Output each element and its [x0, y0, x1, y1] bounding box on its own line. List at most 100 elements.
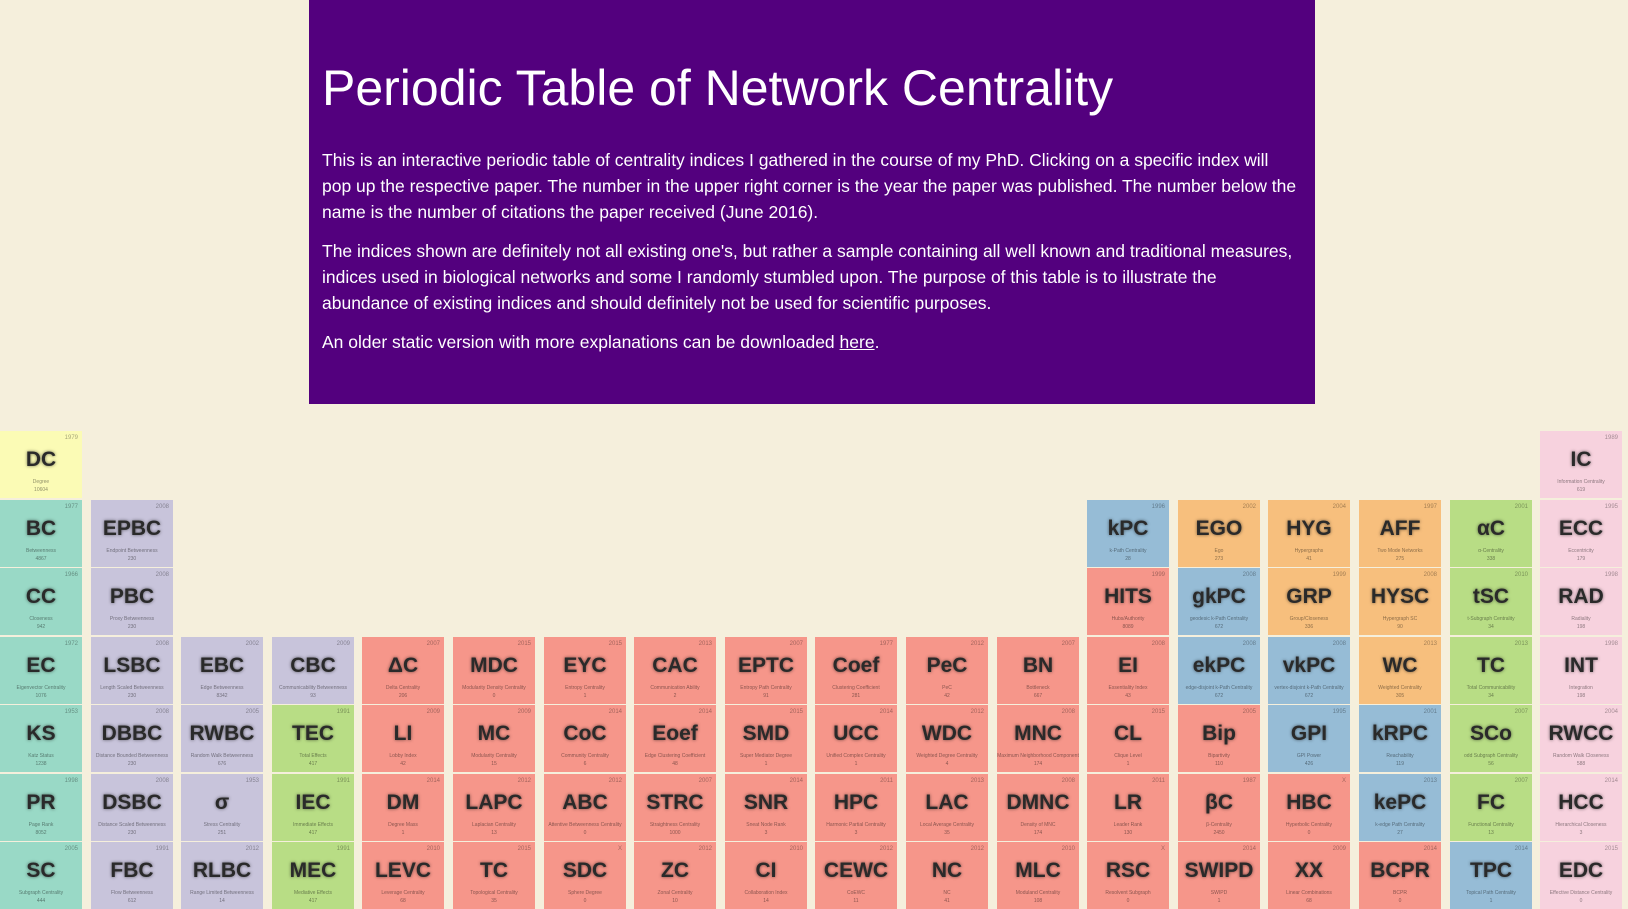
element-tile[interactable]: 2010 LEVC Leverage Centrality 68: [362, 842, 444, 909]
element-tile[interactable]: 2007 STRC Straightness Centrality 1000: [634, 774, 716, 841]
element-tile[interactable]: X RSC Resolvent Subgraph 0: [1087, 842, 1169, 909]
element-tile[interactable]: 1996 kPC k-Path Centrality 28: [1087, 500, 1169, 567]
element-tile[interactable]: 2015 EDC Effective Distance Centrality 0: [1540, 842, 1622, 909]
element-tile[interactable]: 2012 CEWC CoEWC 11: [815, 842, 897, 909]
element-tile[interactable]: 2008 ekPC edge-disjoint k-Path Centrality 6…: [1178, 637, 1260, 704]
element-tile[interactable]: 2007 ΔC Delta Centrality 206: [362, 637, 444, 704]
element-tile[interactable]: 2015 TC Topological Centrality 35: [453, 842, 535, 909]
element-tile[interactable]: 2011 LR Leader Rank 130: [1087, 774, 1169, 841]
element-tile[interactable]: 2014 SWIPD SWIPD 1: [1178, 842, 1260, 909]
element-tile[interactable]: 1998 INT Integration 198: [1540, 637, 1622, 704]
element-tile[interactable]: 2008 PBC Proxy Betweenness 230: [91, 568, 173, 635]
element-tile[interactable]: 2014 CoC Community Centrality 6: [544, 705, 626, 772]
element-tile[interactable]: 2013 LAC Local Average Centrality 35: [906, 774, 988, 841]
element-tile[interactable]: 1987 βC β-Centrality 2450: [1178, 774, 1260, 841]
element-tile[interactable]: 1999 GRP Group/Closeness 336: [1268, 568, 1350, 635]
element-tile[interactable]: 1991 IEC Immediate Effects 417: [272, 774, 354, 841]
element-tile[interactable]: 1989 IC Information Centrality 619: [1540, 431, 1622, 498]
element-tile[interactable]: 2009 CBC Communicability Betweenness 93: [272, 637, 354, 704]
element-tile[interactable]: 2012 ZC Zonal Centrality 10: [634, 842, 716, 909]
element-tile[interactable]: 2008 MNC Maximum Neighborhood Component 174: [997, 705, 1079, 772]
element-tile[interactable]: X HBC Hyperbolic Centrality 0: [1268, 774, 1350, 841]
element-citations: 3: [854, 830, 858, 836]
element-tile[interactable]: 1998 RAD Radiality 198: [1540, 568, 1622, 635]
element-tile[interactable]: 2014 UCC Unified Complex Centrality 1: [815, 705, 897, 772]
element-tile[interactable]: 2008 HYSC Hypergraph SC 90: [1359, 568, 1441, 635]
element-tile[interactable]: 1991 FBC Flow Betweenness 612: [91, 842, 173, 909]
element-tile[interactable]: 2008 EPBC Endpoint Betweenness 230: [91, 500, 173, 567]
element-tile[interactable]: 2008 DSBC Distance Scaled Betweenness 230: [91, 774, 173, 841]
element-tile[interactable]: 2007 SCo odd Subgraph Centrality 56: [1450, 705, 1532, 772]
element-tile[interactable]: 2004 RWCC Random Walk Closeness 588: [1540, 705, 1622, 772]
element-year: 2002: [1242, 504, 1256, 510]
element-tile[interactable]: 1972 EC Eigenvector Centrality 1076: [0, 637, 82, 704]
element-tile[interactable]: 2015 CL Clique Level 1: [1087, 705, 1169, 772]
element-tile[interactable]: 2002 EGO Ego 273: [1178, 500, 1260, 567]
element-tile[interactable]: 2011 HPC Harmonic Partial Centrality 3: [815, 774, 897, 841]
element-tile[interactable]: 1977 Coef Clustering Coefficient 281: [815, 637, 897, 704]
element-tile[interactable]: 2014 HCC Hierarchical Closeness 3: [1540, 774, 1622, 841]
element-tile[interactable]: 2008 DMNC Density of MNC 174: [997, 774, 1079, 841]
element-tile[interactable]: 2013 WC Weighted Centrality 305: [1359, 637, 1441, 704]
element-tile[interactable]: 2013 CAC Communication Ability 2: [634, 637, 716, 704]
element-tile[interactable]: 1977 BC Betweenness 4867: [0, 500, 82, 567]
element-tile[interactable]: 1991 TEC Total Effects 417: [272, 705, 354, 772]
element-tile[interactable]: 2004 HYG Hypergraphs 41: [1268, 500, 1350, 567]
element-tile[interactable]: 2013 kePC k-edge Path Centrality 27: [1359, 774, 1441, 841]
element-tile[interactable]: 2009 XX Linear Combinations 68: [1268, 842, 1350, 909]
element-citations: 10604: [34, 487, 48, 493]
element-tile[interactable]: 2008 vkPC vertex-disjoint k-Path Centralit…: [1268, 637, 1350, 704]
element-tile[interactable]: 2007 BN Bottleneck 667: [997, 637, 1079, 704]
element-tile[interactable]: 2014 DM Degree Mass 1: [362, 774, 444, 841]
element-tile[interactable]: 1953 KS Katz Status 1238: [0, 705, 82, 772]
element-tile[interactable]: 2012 LAPC Laplacian Centrality 13: [453, 774, 535, 841]
element-tile[interactable]: 2013 TC Total Communicability 34: [1450, 637, 1532, 704]
element-tile[interactable]: 2008 LSBC Length Scaled Betweenness 230: [91, 637, 173, 704]
element-tile[interactable]: 2009 MC Modularity Centrality 15: [453, 705, 535, 772]
element-tile[interactable]: 2005 RWBC Random Walk Betweenness 676: [181, 705, 263, 772]
element-tile[interactable]: 2001 kRPC Reachability 119: [1359, 705, 1441, 772]
element-tile[interactable]: 2008 gkPC geodesic k-Path Centrality 672: [1178, 568, 1260, 635]
element-tile[interactable]: 2001 αC α-Centrality 338: [1450, 500, 1532, 567]
element-tile[interactable]: 2012 ABC Attentive Betweenness Centrality 0: [544, 774, 626, 841]
element-name: Weighted Centrality: [1378, 685, 1422, 691]
element-tile[interactable]: 1995 ECC Eccentricity 179: [1540, 500, 1622, 567]
element-tile[interactable]: 1979 DC Degree 10604: [0, 431, 82, 498]
element-tile[interactable]: 1953 σ Stress Centrality 251: [181, 774, 263, 841]
element-tile[interactable]: 2012 NC NC 41: [906, 842, 988, 909]
element-tile[interactable]: 1991 MEC Mediative Effects 417: [272, 842, 354, 909]
element-tile[interactable]: 2015 SMD Super Mediator Degree 1: [725, 705, 807, 772]
element-tile[interactable]: 1997 AFF Two Mode Networks 275: [1359, 500, 1441, 567]
element-tile[interactable]: 2014 TPC Topical Path Centrality 1: [1450, 842, 1532, 909]
element-tile[interactable]: 2012 RLBC Range Limited Betweenness 14: [181, 842, 263, 909]
element-year: 2013: [970, 778, 984, 784]
element-tile[interactable]: 2007 EPTC Entropy Path Centrality 91: [725, 637, 807, 704]
element-tile[interactable]: 1966 CC Closeness 942: [0, 568, 82, 635]
element-tile[interactable]: 2010 MLC Moduland Centrality 108: [997, 842, 1079, 909]
element-tile[interactable]: 2005 SC Subgraph Centrality 444: [0, 842, 82, 909]
element-tile[interactable]: 2010 tSC t-Subgraph Centrality 34: [1450, 568, 1532, 635]
download-link[interactable]: here: [839, 332, 875, 352]
element-tile[interactable]: 2012 PeC PeC 42: [906, 637, 988, 704]
element-tile[interactable]: 2010 CI Collaboration Index 14: [725, 842, 807, 909]
element-tile[interactable]: 2014 Eoef Edge Clustering Coefficient 48: [634, 705, 716, 772]
element-tile[interactable]: 2015 MDC Modularity Density Centrality 0: [453, 637, 535, 704]
element-tile[interactable]: 2008 EI Essentiality Index 43: [1087, 637, 1169, 704]
element-tile[interactable]: 2012 WDC Weighted Degree Centrality 4: [906, 705, 988, 772]
element-tile[interactable]: 1999 HITS Hubs/Authority 8089: [1087, 568, 1169, 635]
element-citations: 42: [400, 761, 406, 767]
element-name: α-Centrality: [1478, 548, 1504, 554]
element-tile[interactable]: 2014 BCPR BCPR 0: [1359, 842, 1441, 909]
element-tile[interactable]: 2007 FC Functional Centrality 13: [1450, 774, 1532, 841]
element-tile[interactable]: 2008 DBBC Distance Bounded Betweenness 230: [91, 705, 173, 772]
element-year: 1953: [245, 778, 259, 784]
element-tile[interactable]: X SDC Sphere Degree 0: [544, 842, 626, 909]
element-tile[interactable]: 2005 Bip Bipartivity 110: [1178, 705, 1260, 772]
element-tile[interactable]: 2009 LI Lobby Index 42: [362, 705, 444, 772]
element-tile[interactable]: 1998 PR Page Rank 8052: [0, 774, 82, 841]
element-tile[interactable]: 2015 EYC Entropy Centrality 1: [544, 637, 626, 704]
element-name: t-Subgraph Centrality: [1467, 616, 1515, 622]
element-tile[interactable]: 2014 SNR Sneat Node Rank 3: [725, 774, 807, 841]
element-tile[interactable]: 2002 EBC Edge Betweenness 8342: [181, 637, 263, 704]
element-tile[interactable]: 1995 GPI GPI Power 426: [1268, 705, 1350, 772]
